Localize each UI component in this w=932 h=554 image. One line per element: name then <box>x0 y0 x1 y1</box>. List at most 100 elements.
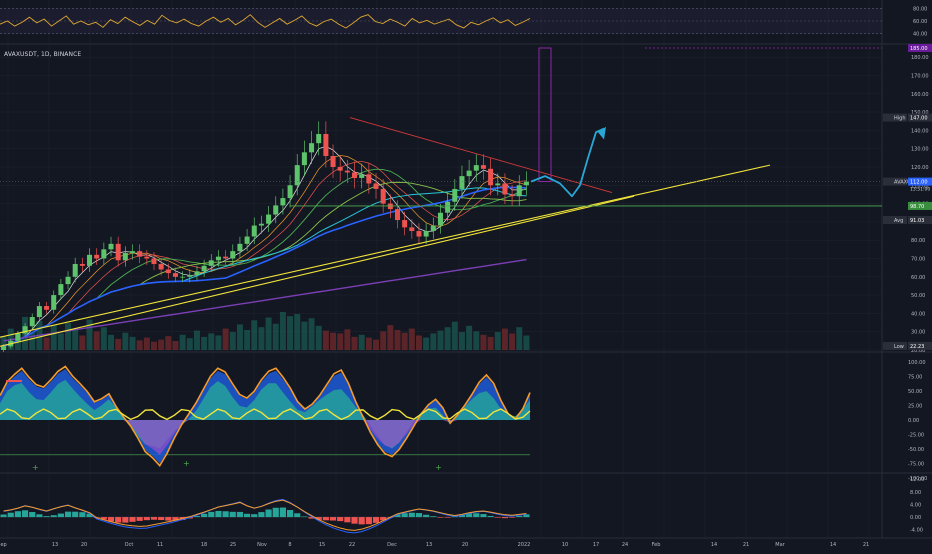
candle-body <box>180 276 186 278</box>
time-axis-tick: 13 <box>52 542 58 548</box>
moving-average-line <box>3 186 527 348</box>
oscillator-axis-tick: -75.00 <box>908 462 924 468</box>
support-value: 98.70 <box>910 204 924 210</box>
macd-signal-line <box>3 499 527 531</box>
macd-histogram-bar <box>86 513 93 518</box>
candle-body <box>416 231 422 237</box>
macd-histogram-bar <box>430 516 437 518</box>
macd-histogram-bar <box>480 514 487 518</box>
volume-bar <box>509 333 516 350</box>
macd-histogram-bar <box>473 513 480 518</box>
volume-bar <box>494 332 501 350</box>
macd-histogram-bar <box>358 517 365 525</box>
candle-body <box>79 263 85 266</box>
candle-body <box>165 269 171 274</box>
rsi-panel[interactable] <box>0 8 882 34</box>
price-axis-tick: 20.00 <box>911 348 925 354</box>
price-axis-tick: 60.00 <box>911 275 925 281</box>
macd-histogram-bar <box>244 513 251 518</box>
macd-histogram-bar <box>458 514 466 518</box>
time-axis-tick: 14 <box>830 542 836 548</box>
volume-bar <box>308 318 315 350</box>
ascending-trendline-upper <box>0 164 771 338</box>
volume-bar <box>151 341 157 350</box>
candle-body <box>215 256 221 261</box>
time-axis-tick: 25 <box>230 542 236 548</box>
macd-histogram-bar <box>344 517 351 523</box>
volume-bar <box>466 325 473 350</box>
candle-body <box>87 254 93 266</box>
candle-body <box>459 176 465 189</box>
candle-body <box>280 198 286 206</box>
macd-histogram-bar <box>301 516 308 518</box>
buy-signal-marker: + <box>32 463 39 472</box>
macd-histogram-bar <box>394 514 401 518</box>
volume-bar <box>129 336 136 350</box>
price-axis-tick: 110.00 <box>911 183 929 189</box>
candle-body <box>516 185 522 197</box>
candle-body <box>409 227 415 232</box>
macd-panel[interactable] <box>0 498 530 534</box>
volume-bar <box>165 336 172 350</box>
volume-bar <box>186 338 193 350</box>
candle-body <box>394 209 401 221</box>
volume-bar <box>115 338 122 350</box>
macd-histogram-bar <box>29 512 36 518</box>
macd-histogram-bar <box>372 517 380 523</box>
high-label-bg <box>883 113 907 122</box>
macd-histogram-bar <box>122 517 129 523</box>
time-axis-tick: 2022 <box>518 542 531 548</box>
candle-body <box>473 165 479 171</box>
rsi-axis-tick: 80.00 <box>913 6 927 12</box>
volume-bar <box>301 321 308 350</box>
projection-box <box>538 47 552 183</box>
candle-body <box>108 243 114 250</box>
volume-bar <box>72 329 79 350</box>
macd-histogram-bar <box>322 517 329 521</box>
time-axis-tick: Feb <box>652 542 661 548</box>
macd-histogram-bar <box>143 517 150 521</box>
volume-bar <box>294 314 301 350</box>
high-value-bg <box>908 113 932 122</box>
price-panel[interactable] <box>0 47 882 352</box>
candle-body <box>172 273 178 277</box>
rsi-line <box>0 14 531 29</box>
price-axis-tick: 140.00 <box>911 128 929 134</box>
descending-trendline <box>349 117 613 194</box>
time-axis-tick: 14 <box>711 542 717 548</box>
volume-bar <box>86 319 93 350</box>
candle-body <box>466 170 472 177</box>
sell-signal-marker <box>6 380 22 382</box>
candle-body <box>323 134 329 156</box>
volume-bar <box>244 329 251 350</box>
time-scale[interactable]: Sep 13 20 Oct 11 18 25 Nov 8 15 22 Dec 13 20 2022 10 17 2… <box>0 542 869 548</box>
volume-bar <box>122 332 129 350</box>
candle-body <box>488 168 494 186</box>
macd-histogram-bar <box>208 511 215 518</box>
volume-bar <box>330 332 337 350</box>
macd-histogram-bar <box>50 515 57 518</box>
oscillator-wave-purple <box>0 420 530 455</box>
volume-bar <box>344 329 351 350</box>
volume-bar <box>394 329 401 350</box>
candle-body <box>72 263 78 277</box>
macd-histogram-bar <box>251 514 258 518</box>
macd-histogram-bar <box>423 514 430 518</box>
time-axis-tick: 21 <box>863 542 869 548</box>
projected-path <box>530 127 605 198</box>
countdown: 13:51:00 <box>910 187 930 193</box>
candle-body <box>330 155 336 167</box>
volume-bar <box>501 328 508 350</box>
oscillator-axis-tick: -50.00 <box>908 447 924 453</box>
oscillator-panel[interactable]: + + + <box>0 365 531 472</box>
price-scale[interactable]: 80.0060.0040.00180.00170.00160.00150.001… <box>883 6 932 534</box>
volume-bar <box>365 337 372 350</box>
candle-body <box>36 306 42 318</box>
time-axis-tick: 10 <box>562 542 568 548</box>
time-axis-tick: Nov <box>257 542 267 548</box>
volume-bar <box>337 333 344 350</box>
volume-bar <box>401 332 408 350</box>
candle-body <box>502 183 508 195</box>
